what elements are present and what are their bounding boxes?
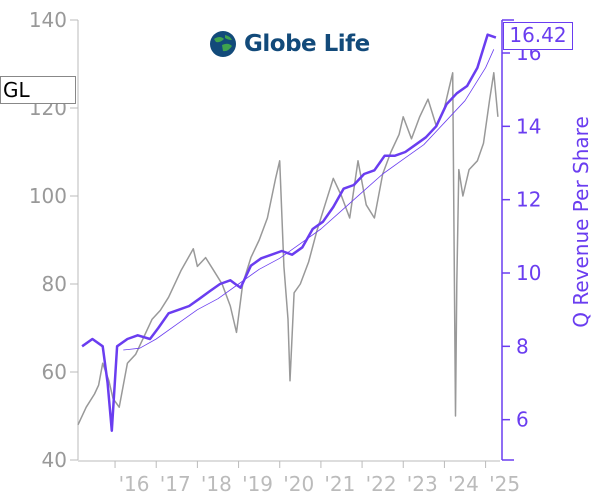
right-tick-label: 8 (516, 334, 529, 358)
right-tick-label: 14 (516, 114, 541, 138)
x-tick-label: '21 (324, 472, 355, 496)
x-tick-label: '24 (448, 472, 479, 496)
x-tick-label: '18 (201, 472, 232, 496)
right-tick-label: 10 (516, 261, 541, 285)
x-tick-label: '20 (283, 472, 314, 496)
x-tick-label: '19 (242, 472, 273, 496)
left-tick-label: 140 (29, 8, 67, 32)
company-logo: Globe Life (208, 27, 370, 61)
right-tick-label: 12 (516, 188, 541, 212)
logo-text: Globe Life (244, 31, 370, 57)
revenue-trend-line (123, 49, 495, 351)
revenue-per-share-line (81, 33, 497, 432)
x-tick-label: '22 (366, 472, 397, 496)
price-line (77, 72, 499, 426)
globe-icon (210, 31, 236, 57)
x-tick-label: '17 (160, 472, 191, 496)
x-tick-label: '23 (407, 472, 438, 496)
left-tick-label: 80 (42, 272, 67, 296)
series-layer (77, 33, 499, 432)
x-tick-label: '16 (119, 472, 150, 496)
right-axis-label: Q Revenue Per Share (569, 116, 593, 328)
left-tick-label: 100 (29, 184, 67, 208)
right-tick-label: 6 (516, 408, 529, 432)
left-tick-label: 40 (42, 448, 67, 472)
last-value-badge: 16.42 (503, 22, 573, 50)
x-tick-label: '25 (489, 472, 520, 496)
left-tick-label: 60 (42, 360, 67, 384)
x-axis: '16 '17 '18 '19 '20 '21 '22 '23 '24 '25 (78, 460, 520, 496)
ticker-input[interactable]: GL (0, 76, 76, 104)
